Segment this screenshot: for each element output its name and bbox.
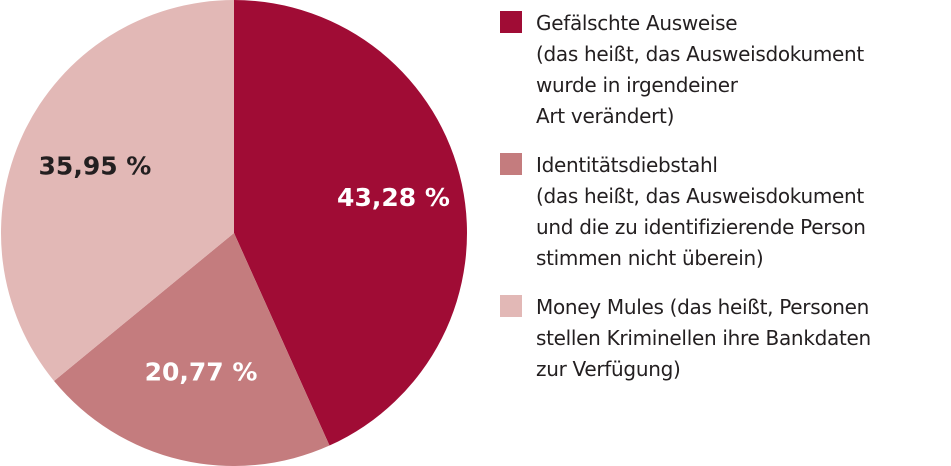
- pie-value-label-identitaetsdiebstahl: 20,77 %: [145, 358, 258, 387]
- legend-label-identitaetsdiebstahl: Identitätsdiebstahl (das heißt, das Ausw…: [536, 153, 866, 270]
- legend-swatch-money-mules: [500, 295, 522, 317]
- legend-swatch-gefaelschte-ausweise: [500, 11, 522, 33]
- legend-label-money-mules: Money Mules (das heißt, Personen stellen…: [536, 295, 871, 381]
- legend-swatch-identitaetsdiebstahl: [500, 153, 522, 175]
- pie-chart: 43,28 % 20,77 % 35,95 %: [1, 0, 467, 466]
- pie-slice-identitaetsdiebstahl: [54, 233, 330, 466]
- legend-item-gefaelschte-ausweise: Gefälschte Ausweise (das heißt, das Ausw…: [500, 8, 950, 132]
- pie-value-label-money-mules: 35,95 %: [39, 151, 152, 180]
- legend-item-identitaetsdiebstahl: Identitätsdiebstahl (das heißt, das Ausw…: [500, 150, 950, 274]
- legend-label-gefaelschte-ausweise: Gefälschte Ausweise (das heißt, das Ausw…: [536, 11, 864, 128]
- pie-slice-money-mules: [1, 0, 234, 381]
- legend: Gefälschte Ausweise (das heißt, das Ausw…: [500, 8, 950, 403]
- legend-item-money-mules: Money Mules (das heißt, Personen stellen…: [500, 292, 950, 385]
- pie-value-label-gefaelschte-ausweise: 43,28 %: [337, 183, 450, 212]
- pie-slice-gefaelschte-ausweise: [234, 0, 467, 446]
